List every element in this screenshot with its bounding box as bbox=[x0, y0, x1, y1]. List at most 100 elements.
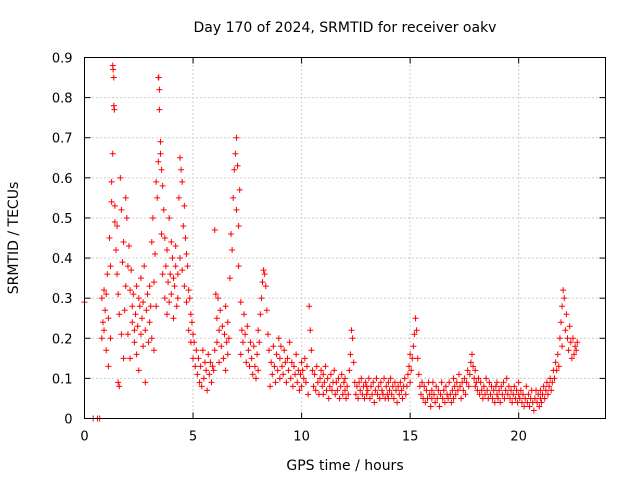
data-point bbox=[185, 327, 192, 334]
data-point bbox=[538, 399, 545, 406]
data-point bbox=[357, 387, 364, 394]
data-point bbox=[277, 343, 284, 350]
data-point bbox=[143, 307, 150, 314]
data-point bbox=[134, 323, 141, 330]
data-point bbox=[248, 355, 255, 362]
data-point bbox=[215, 295, 222, 302]
data-point bbox=[332, 391, 339, 398]
marks-layer bbox=[81, 62, 581, 422]
data-point bbox=[122, 194, 129, 201]
data-point bbox=[502, 387, 509, 394]
data-point bbox=[279, 363, 286, 370]
data-point bbox=[158, 166, 165, 173]
data-point bbox=[342, 375, 348, 382]
data-point bbox=[397, 379, 404, 386]
data-point bbox=[212, 291, 219, 298]
data-point bbox=[391, 379, 398, 386]
data-point bbox=[509, 399, 516, 406]
data-point bbox=[103, 291, 110, 298]
data-point bbox=[98, 335, 105, 342]
data-point bbox=[548, 387, 555, 394]
data-point bbox=[467, 359, 474, 366]
data-point bbox=[499, 391, 506, 398]
data-point bbox=[399, 395, 406, 402]
data-point bbox=[371, 399, 378, 406]
data-point bbox=[496, 387, 503, 394]
data-point bbox=[385, 379, 392, 386]
data-point bbox=[224, 351, 231, 358]
data-point bbox=[492, 383, 499, 390]
data-point bbox=[493, 391, 500, 398]
y-tick-label: 0.1 bbox=[52, 372, 73, 387]
data-point bbox=[321, 379, 328, 386]
data-point bbox=[110, 102, 117, 109]
data-point bbox=[411, 331, 418, 338]
y-tick-label: 0.3 bbox=[52, 292, 73, 307]
data-point bbox=[557, 319, 564, 326]
data-point bbox=[101, 287, 108, 294]
data-point bbox=[174, 295, 181, 302]
data-point bbox=[318, 367, 325, 374]
data-point bbox=[561, 295, 568, 302]
data-point bbox=[458, 395, 465, 402]
data-point bbox=[111, 202, 118, 209]
data-point bbox=[178, 166, 185, 173]
x-tick-label: 0 bbox=[80, 430, 88, 445]
data-point bbox=[162, 263, 169, 270]
data-point bbox=[565, 347, 572, 354]
data-point bbox=[283, 379, 290, 386]
data-point bbox=[205, 351, 212, 358]
data-point bbox=[431, 391, 438, 398]
data-point bbox=[412, 315, 419, 322]
tick-layer: 0 0.1 0.2 0.3 0.4 0.5 0.6 0.7 0.8 0.9 0 5 10 15 20 bbox=[52, 52, 606, 445]
data-point bbox=[272, 379, 279, 386]
data-point bbox=[124, 331, 131, 338]
data-point bbox=[410, 343, 417, 350]
data-point bbox=[255, 327, 262, 334]
data-point bbox=[184, 263, 191, 270]
data-point bbox=[370, 379, 377, 386]
data-point bbox=[375, 383, 382, 390]
data-point bbox=[524, 399, 531, 406]
data-point bbox=[422, 399, 429, 406]
data-point bbox=[472, 383, 479, 390]
data-point bbox=[304, 363, 311, 370]
y-tick-label: 0.5 bbox=[52, 212, 73, 227]
data-point bbox=[256, 339, 263, 346]
data-point bbox=[353, 383, 360, 390]
data-point bbox=[438, 379, 445, 386]
data-point bbox=[139, 315, 146, 322]
data-point bbox=[334, 387, 341, 394]
data-point bbox=[298, 383, 305, 390]
data-point bbox=[167, 271, 174, 278]
data-point bbox=[163, 247, 170, 254]
data-point bbox=[217, 307, 224, 314]
data-point bbox=[345, 391, 352, 398]
data-point bbox=[290, 363, 297, 370]
data-point bbox=[235, 263, 242, 270]
data-point bbox=[500, 379, 507, 386]
data-point bbox=[250, 343, 257, 350]
data-point bbox=[409, 355, 416, 362]
data-point bbox=[106, 235, 113, 241]
data-point bbox=[447, 391, 454, 398]
data-point bbox=[226, 275, 233, 282]
chart-title: Day 170 of 2024, SRMTID for receiver oak… bbox=[194, 20, 497, 36]
data-point bbox=[404, 371, 411, 378]
data-point bbox=[484, 387, 491, 394]
x-axis-label: GPS time / hours bbox=[286, 458, 403, 474]
data-point bbox=[348, 327, 355, 334]
data-point bbox=[395, 383, 402, 390]
data-point bbox=[99, 319, 106, 326]
data-point bbox=[559, 303, 566, 310]
data-point bbox=[461, 375, 468, 382]
data-point bbox=[257, 311, 264, 318]
data-point bbox=[497, 399, 504, 406]
data-point bbox=[110, 74, 117, 81]
data-point bbox=[542, 387, 549, 394]
data-point bbox=[211, 347, 218, 354]
data-point bbox=[549, 379, 556, 386]
data-point bbox=[127, 355, 134, 362]
data-point bbox=[150, 279, 157, 286]
data-point bbox=[506, 395, 513, 402]
